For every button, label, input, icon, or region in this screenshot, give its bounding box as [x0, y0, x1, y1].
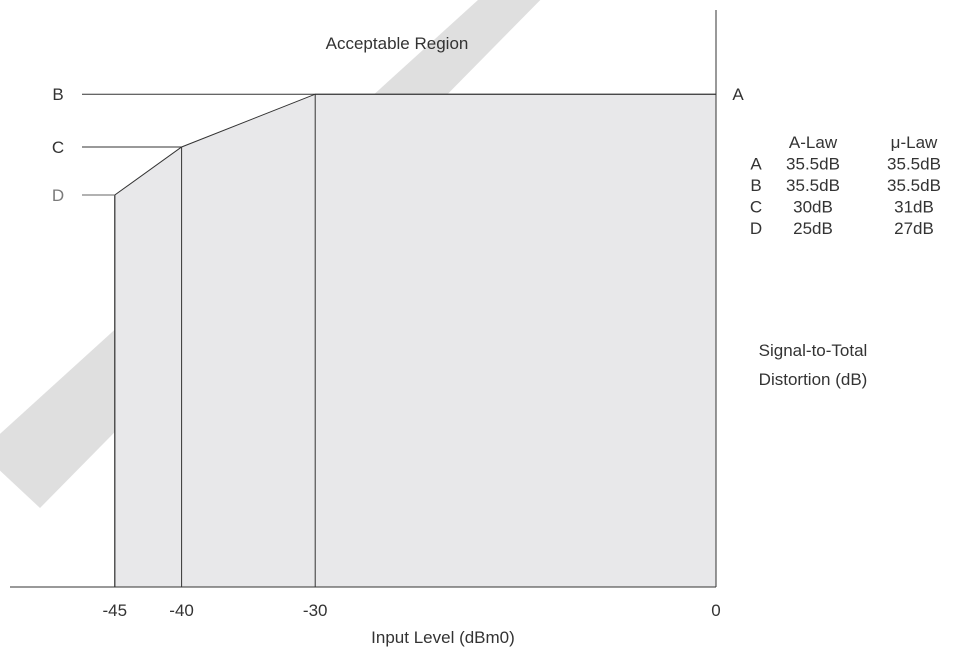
x-tick-label-3: 0	[711, 601, 720, 620]
distortion-table: A-Law μ-Law A 35.5dB 35.5dB B 35.5dB 35.5dB C 30d…	[750, 133, 941, 238]
point-labels: B C D A	[52, 85, 744, 205]
region-label: Acceptable Region	[326, 34, 469, 53]
x-tick-label-1: -40	[169, 601, 194, 620]
table-cell-r1-c0: B	[750, 176, 761, 195]
table-cell-r3-c2: 27dB	[894, 219, 934, 238]
point-label-d: D	[52, 186, 64, 205]
table-cell-r1-c1: 35.5dB	[786, 176, 840, 195]
y-axis-label-line-1: Signal-to-Total	[759, 341, 868, 360]
point-label-a: A	[732, 85, 744, 104]
horizontal-guides	[82, 93, 716, 196]
table-cell-r2-c0: C	[750, 198, 762, 217]
x-axis-label: Input Level (dBm0)	[371, 628, 515, 647]
table-header-2: μ-Law	[891, 133, 938, 152]
table-cell-r1-c2: 35.5dB	[887, 176, 941, 195]
table-cell-r3-c1: 25dB	[793, 219, 833, 238]
point-label-b: B	[52, 85, 63, 104]
table-cell-r0-c1: 35.5dB	[786, 155, 840, 174]
table-cell-r2-c1: 30dB	[793, 198, 833, 217]
point-label-c: C	[52, 138, 64, 157]
x-tick-label-2: -30	[303, 601, 328, 620]
table-header-1: A-Law	[789, 133, 838, 152]
table-cell-r3-c0: D	[750, 219, 762, 238]
vertical-guides	[114, 94, 316, 587]
table-cell-r0-c2: 35.5dB	[887, 155, 941, 174]
acceptable-region-area	[114, 94, 717, 587]
y-axis-label-line-2: Distortion (dB)	[759, 370, 868, 389]
x-tick-labels: -45 -40 -30 0	[103, 601, 721, 620]
table-cell-r0-c0: A	[750, 155, 762, 174]
table-cell-r2-c2: 31dB	[894, 198, 934, 217]
x-tick-label-0: -45	[103, 601, 128, 620]
